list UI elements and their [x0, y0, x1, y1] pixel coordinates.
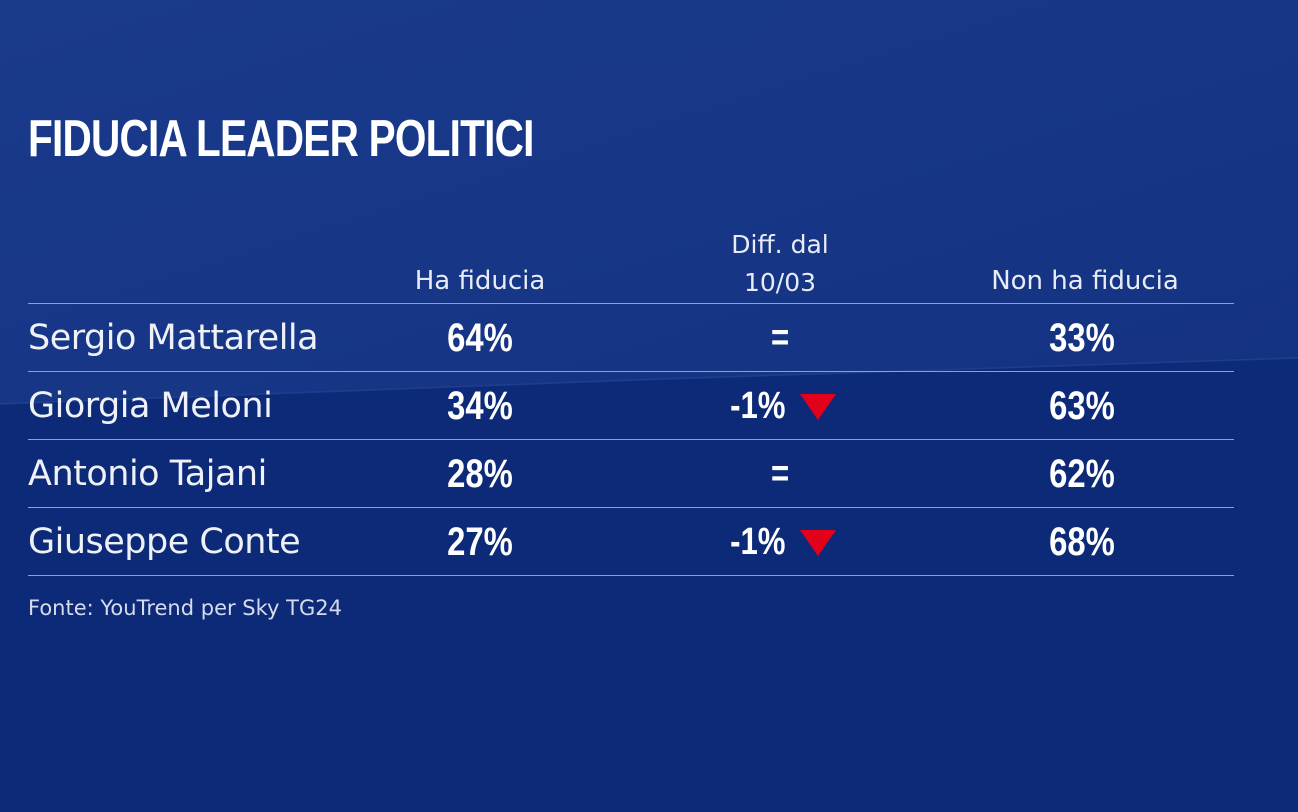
table-rule: [28, 371, 1234, 372]
chart-title: FIDUCIA LEADER POLITICI: [28, 110, 534, 168]
triangle-down-icon: [799, 394, 836, 420]
column-header-diff: Diff. dal 10/03: [670, 226, 890, 302]
diff-value: =: [770, 317, 790, 359]
column-header-diff-line1: Diff. dal: [731, 230, 829, 259]
row-name: Giuseppe Conte: [28, 522, 301, 562]
diff-value: -1%: [730, 385, 786, 427]
value-ha-fiducia: 64%: [447, 316, 513, 360]
source-note: Fonte: YouTrend per Sky TG24: [28, 596, 342, 620]
diff-cell: -1%: [680, 381, 880, 431]
table-rule: [28, 303, 1234, 304]
diff-value: -1%: [730, 521, 786, 563]
column-header-ha-fiducia: Ha fiducia: [414, 266, 546, 296]
triangle-down-icon: [799, 530, 836, 556]
table-rule: [28, 507, 1234, 508]
diff-cell: =: [680, 449, 880, 499]
value-non-ha-fiducia: 63%: [1049, 384, 1115, 428]
table-rule: [28, 439, 1234, 440]
table-rule: [28, 575, 1234, 576]
value-non-ha-fiducia: 33%: [1049, 316, 1115, 360]
diff-cell: =: [680, 313, 880, 363]
diff-cell: -1%: [680, 517, 880, 567]
row-name: Sergio Mattarella: [28, 318, 319, 358]
column-header-non-ha-fiducia: Non ha fiducia: [991, 266, 1179, 296]
value-ha-fiducia: 34%: [447, 384, 513, 428]
value-ha-fiducia: 28%: [447, 452, 513, 496]
diff-value: =: [770, 453, 790, 495]
value-ha-fiducia: 27%: [447, 520, 513, 564]
value-non-ha-fiducia: 62%: [1049, 452, 1115, 496]
row-name: Antonio Tajani: [28, 454, 267, 494]
value-non-ha-fiducia: 68%: [1049, 520, 1115, 564]
row-name: Giorgia Meloni: [28, 386, 273, 426]
column-header-diff-line2: 10/03: [743, 268, 817, 297]
